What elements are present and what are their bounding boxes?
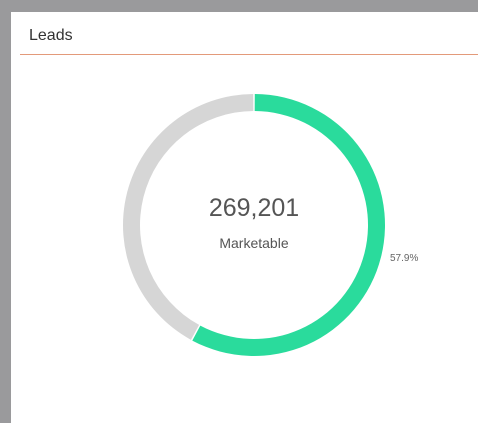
donut-center-value: 269,201: [208, 194, 300, 222]
donut-slice-1: [123, 94, 254, 340]
donut-center-label: Marketable: [219, 235, 289, 251]
slice-percent-label: 57.9%: [390, 253, 419, 264]
leads-panel: Leads 269,201 Marketable 57.9%: [11, 12, 478, 423]
title-divider: [20, 54, 478, 55]
panel-title: Leads: [29, 27, 73, 44]
donut-chart: [123, 94, 385, 357]
donut-slice-0: [192, 94, 385, 357]
